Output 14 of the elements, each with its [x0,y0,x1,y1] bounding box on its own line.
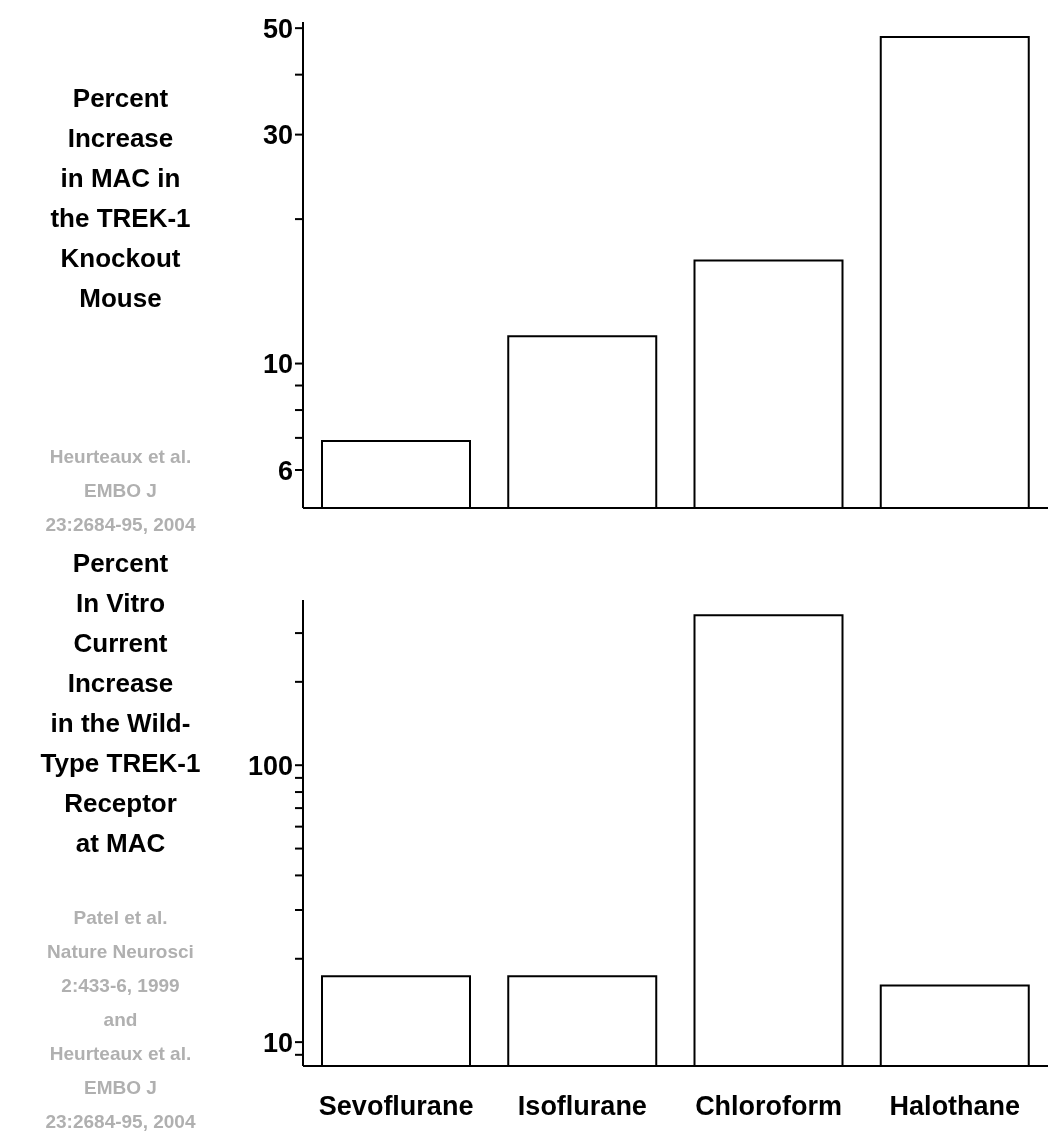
y-tick-label: 10 [262,1027,293,1058]
x-tick-label: Sevoflurane [318,1091,474,1122]
y-axis-title: Percent Increase in MAC in the TREK-1 Knockout Mouse [49,82,192,315]
y-tick-label: 30 [262,120,293,151]
x-tick-label: Isoflurane [517,1091,647,1122]
text: Patel et al. Nature Neurosci 2:433-6, 1999 and Heurteaux et al. EMBO J 23:2684-95, 2004 [44,906,197,1134]
x-tick-label: Halothane [889,1091,1021,1122]
y-tick-label: 100 [247,750,293,781]
y-tick-label: 6 [277,455,293,486]
y-axis-title: Percent In Vitro Current Increase in the Wild- Type TREK-1 Receptor at MAC [39,547,202,860]
y-tick-label: 50 [262,13,293,44]
y-tick-label: 10 [262,349,293,380]
text: Heurteaux et al. EMBO J 23:2684-95, 2004 [44,445,197,537]
x-tick-label: Chloroform [695,1091,843,1122]
